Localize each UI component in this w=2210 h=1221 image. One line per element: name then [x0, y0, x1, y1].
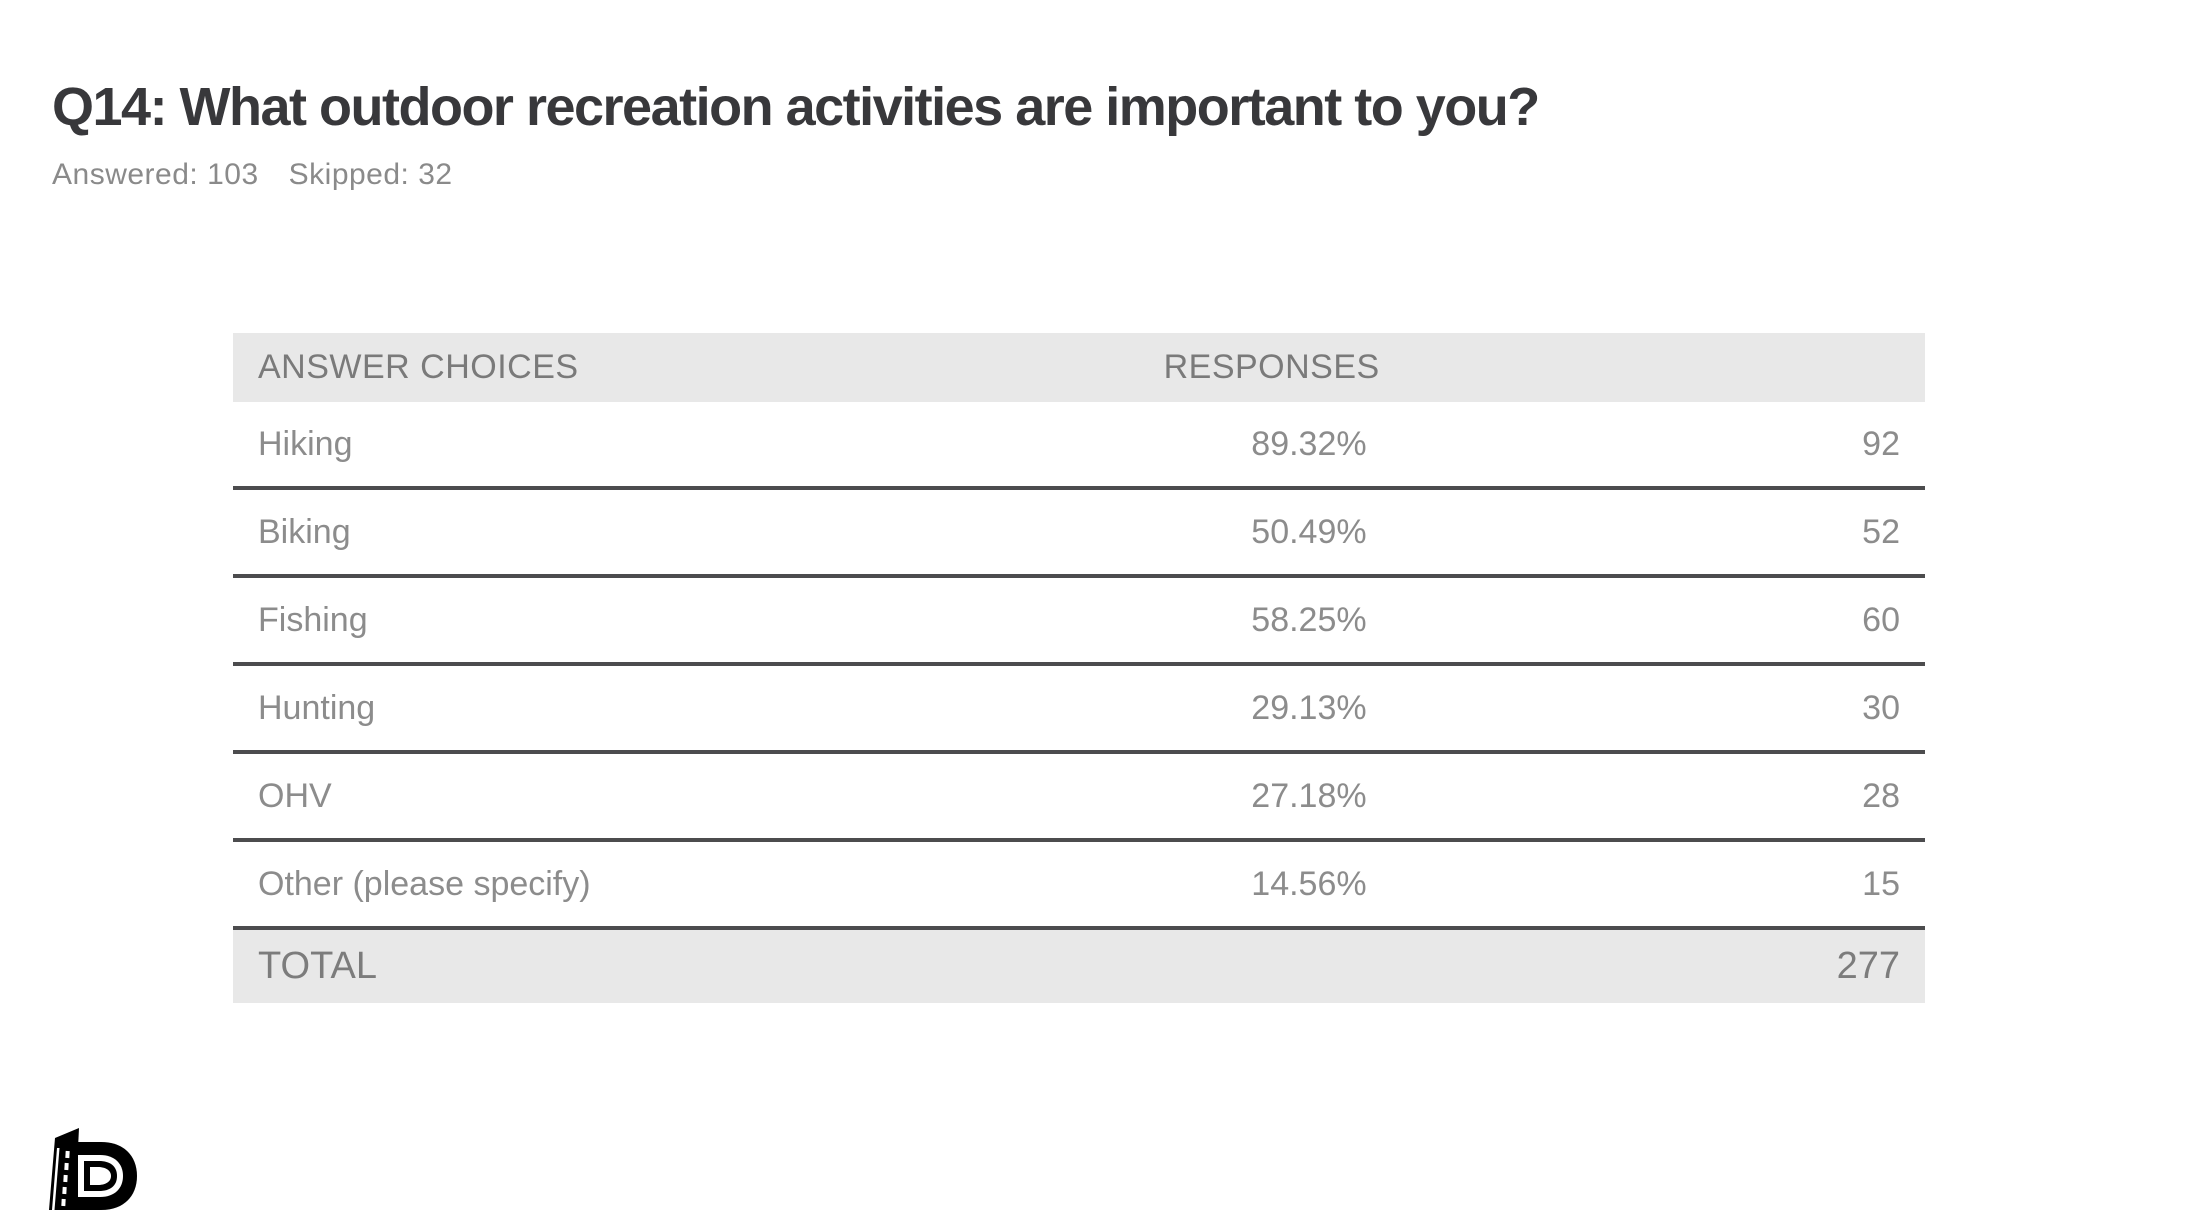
answer-label: Hiking — [258, 424, 353, 463]
response-count: 30 — [1862, 688, 1900, 727]
column-header-responses: RESPONSES — [1163, 348, 1380, 386]
response-meta: Answered: 103 Skipped: 32 — [52, 158, 483, 192]
page-title: Q14: What outdoor recreation activities … — [52, 77, 1540, 137]
answer-label: Other (please specify) — [258, 864, 591, 903]
table-header-row: ANSWER CHOICES RESPONSES — [233, 333, 1925, 402]
table-row: Hunting 29.13% 30 — [233, 666, 1925, 754]
answer-label: Biking — [258, 512, 351, 551]
answered-count: Answered: 103 — [52, 158, 259, 191]
table-total-row: TOTAL 277 — [233, 930, 1925, 1003]
total-label: TOTAL — [258, 945, 377, 987]
table-row: Fishing 58.25% 60 — [233, 578, 1925, 666]
response-percent: 89.32% — [1251, 424, 1367, 463]
response-count: 15 — [1862, 864, 1900, 903]
table-row: Other (please specify) 14.56% 15 — [233, 842, 1925, 930]
response-count: 28 — [1862, 776, 1900, 815]
response-percent: 29.13% — [1251, 688, 1367, 727]
answer-label: Fishing — [258, 600, 368, 639]
results-table: ANSWER CHOICES RESPONSES Hiking 89.32% 9… — [233, 333, 1925, 1003]
response-percent: 58.25% — [1251, 600, 1367, 639]
answer-label: OHV — [258, 776, 332, 815]
response-count: 52 — [1862, 512, 1900, 551]
table-row: Biking 50.49% 52 — [233, 490, 1925, 578]
response-percent: 14.56% — [1251, 864, 1367, 903]
total-count: 277 — [1836, 945, 1900, 987]
answer-label: Hunting — [258, 688, 376, 727]
skipped-count: Skipped: 32 — [288, 158, 453, 191]
column-header-answer-choices: ANSWER CHOICES — [258, 348, 579, 386]
response-percent: 50.49% — [1251, 512, 1367, 551]
response-count: 92 — [1862, 424, 1900, 463]
response-percent: 27.18% — [1251, 776, 1367, 815]
table-row: Hiking 89.32% 92 — [233, 402, 1925, 490]
brand-logo-b-road-icon — [49, 1128, 137, 1210]
response-count: 60 — [1862, 600, 1900, 639]
table-row: OHV 27.18% 28 — [233, 754, 1925, 842]
